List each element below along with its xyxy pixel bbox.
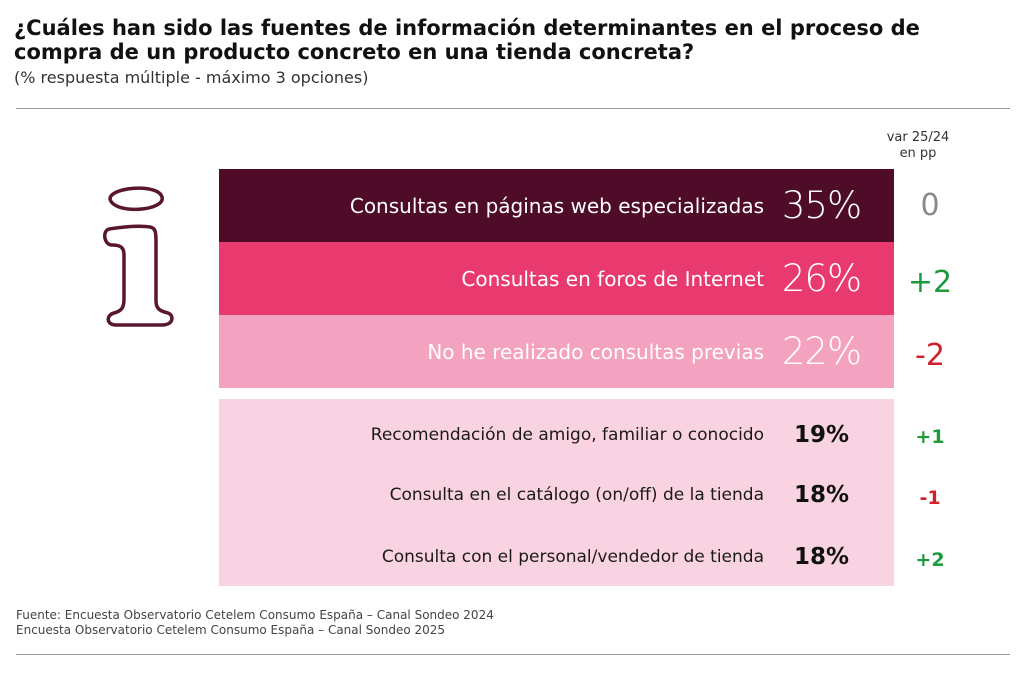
chart-title: ¿Cuáles han sido las fuentes de informac… (14, 16, 920, 64)
top-row-1: Consultas en páginas web especializadas … (219, 169, 894, 242)
row-label: Consulta en el catálogo (on/off) de la t… (389, 485, 764, 505)
bottom-divider (16, 654, 1010, 655)
top-divider (16, 108, 1010, 109)
top-row-3: No he realizado consultas previas 22% (219, 315, 894, 388)
other-row-2: Consulta en el catálogo (on/off) de la t… (219, 464, 894, 526)
row-variation: -1 (919, 487, 941, 509)
source-line-2: Encuesta Observatorio Cetelem Consumo Es… (16, 623, 446, 637)
info-i-icon (103, 186, 174, 327)
row-value: 26% (781, 257, 862, 300)
row-value: 18% (793, 544, 850, 570)
row-variation: -2 (915, 338, 945, 373)
source-note: Fuente: Encuesta Observatorio Cetelem Co… (16, 608, 494, 638)
row-value: 19% (793, 422, 850, 448)
row-label: No he realizado consultas previas (427, 339, 764, 364)
row-label: Consulta con el personal/vendedor de tie… (381, 547, 764, 567)
var-column-header: var 25/24 en pp (880, 130, 956, 162)
row-value: 35% (781, 184, 862, 227)
source-line-1: Fuente: Encuesta Observatorio Cetelem Co… (16, 608, 494, 622)
row-label: Recomendación de amigo, familiar o conoc… (370, 425, 764, 445)
other-row-3: Consulta con el personal/vendedor de tie… (219, 526, 894, 588)
chart-subtitle: (% respuesta múltiple - máximo 3 opcione… (14, 68, 369, 87)
row-label: Consultas en foros de Internet (461, 266, 764, 291)
var-header-line-1: var 25/24 (886, 130, 950, 145)
row-label: Consultas en páginas web especializadas (349, 193, 764, 218)
row-variation: 0 (920, 188, 940, 223)
row-variation: +2 (915, 549, 945, 571)
top-row-2: Consultas en foros de Internet 26% (219, 242, 894, 315)
row-value: 22% (781, 330, 862, 373)
row-variation: +2 (907, 265, 953, 300)
row-variation: +1 (915, 426, 945, 448)
other-row-1: Recomendación de amigo, familiar o conoc… (219, 404, 894, 466)
other-sources-panel: Recomendación de amigo, familiar o conoc… (219, 399, 894, 586)
var-header-line-2: en pp (899, 146, 937, 161)
row-value: 18% (793, 482, 850, 508)
